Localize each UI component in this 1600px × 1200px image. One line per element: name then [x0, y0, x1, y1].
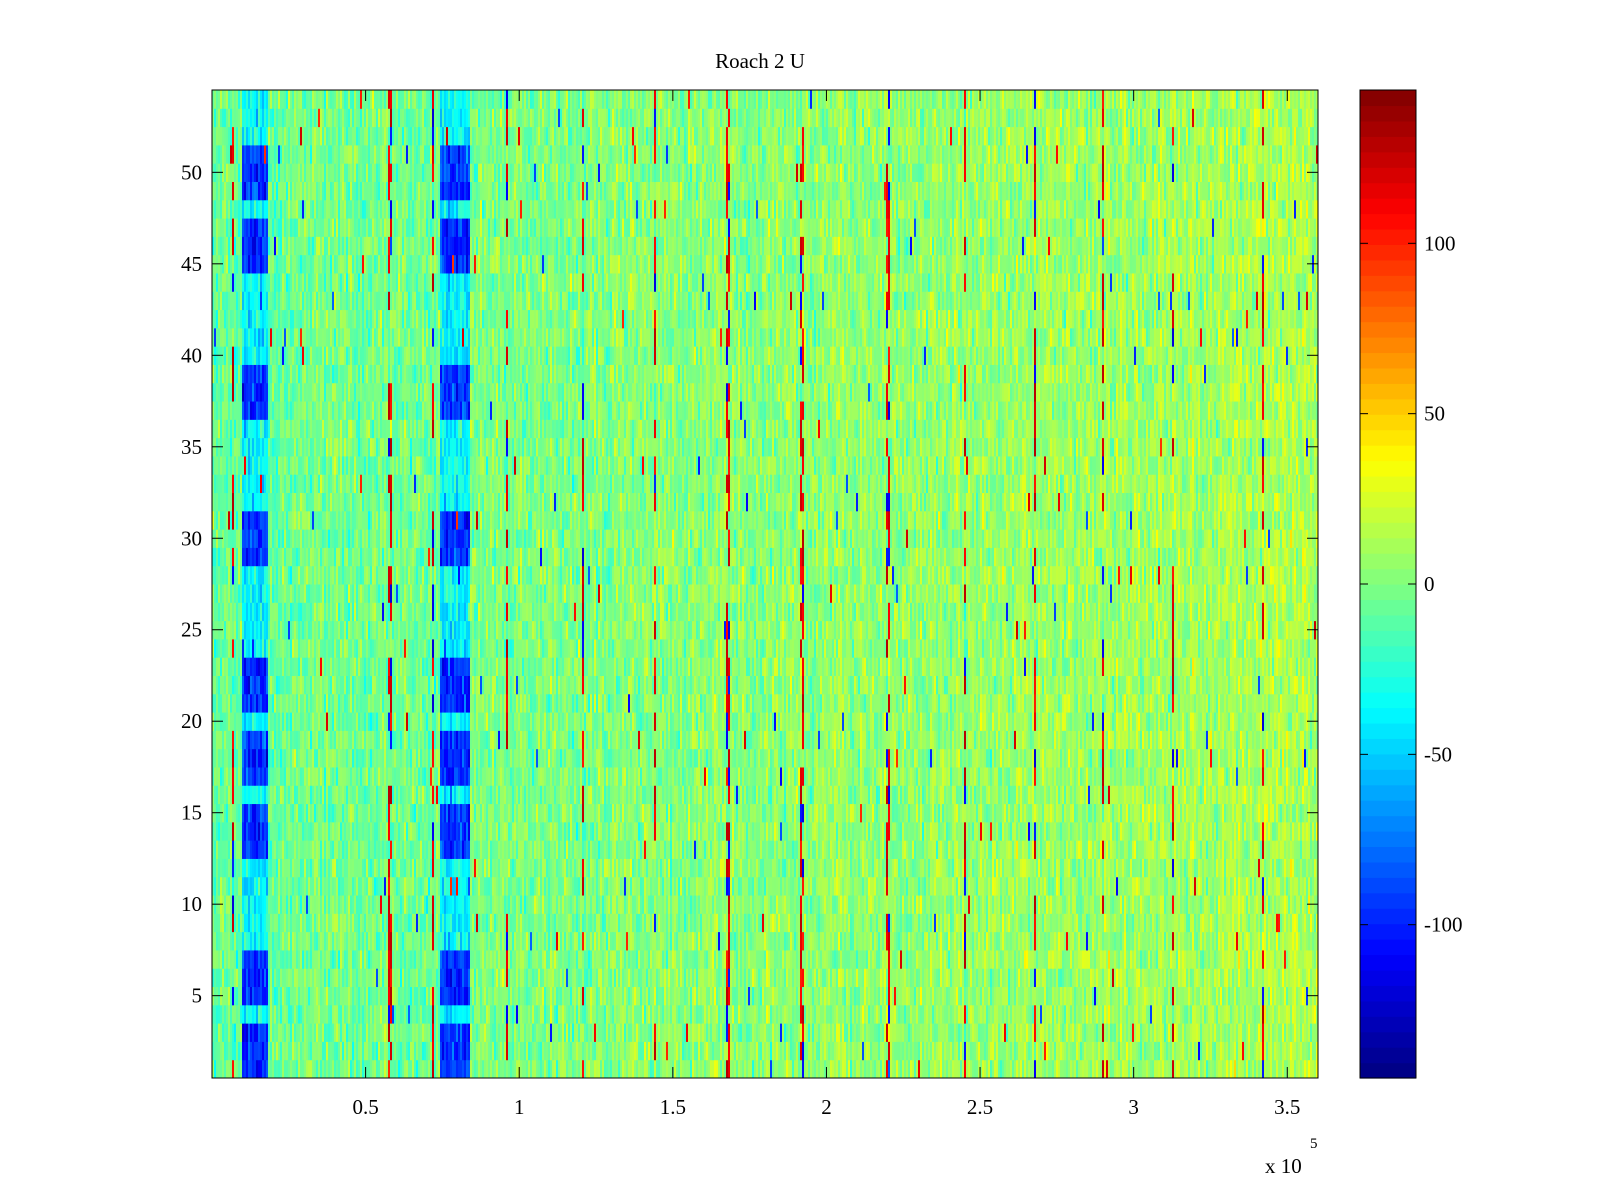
heatmap-cells: [212, 90, 1319, 1079]
chart-title: Roach 2 U: [715, 49, 805, 73]
